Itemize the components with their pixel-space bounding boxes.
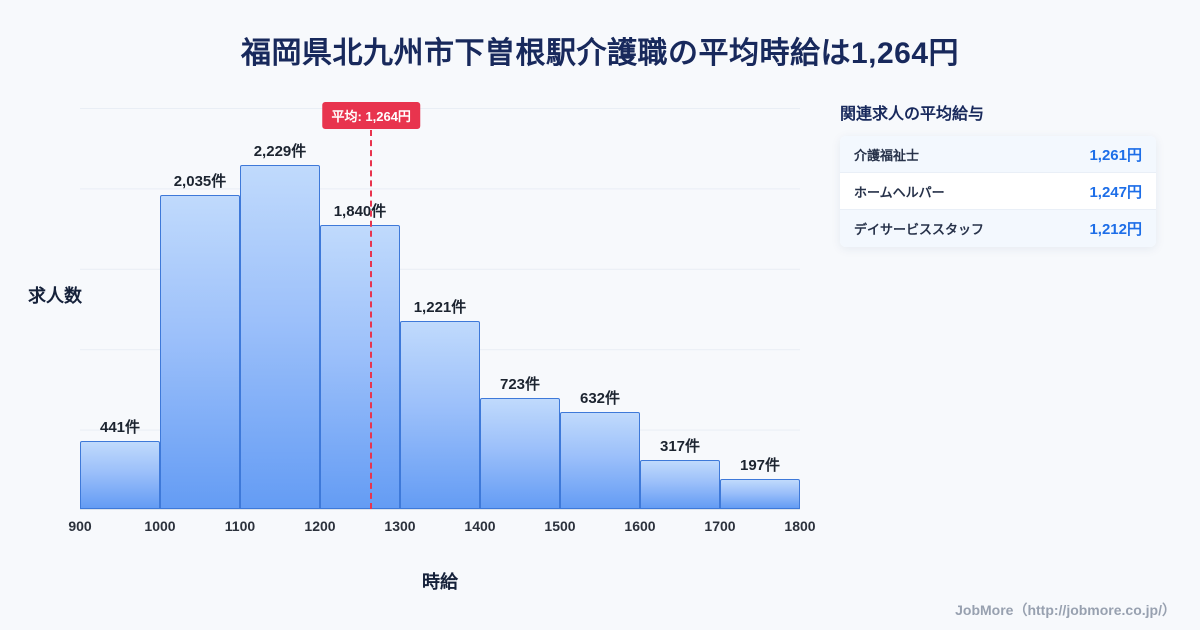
histogram-slot: 317件 (640, 108, 720, 509)
salary-value: 1,247円 (1089, 183, 1142, 201)
histogram-slot: 723件 (480, 108, 560, 509)
histogram-slot: 441件 (80, 108, 160, 509)
job-title-label: ホームヘルパー (854, 184, 945, 200)
x-tick-label: 900 (68, 518, 92, 534)
x-tick-label: 1600 (624, 518, 656, 534)
bar-value-label: 2,035件 (173, 173, 227, 191)
page-title: 福岡県北九州市下曽根駅介護職の平均時給は1,264円 (240, 37, 960, 70)
bar-value-label: 723件 (499, 375, 541, 393)
histogram-plot: 441件 2,035件 2,229件 1,840件 1,221件 723件 632件 317件… (68, 102, 816, 534)
histogram-bars: 441件 2,035件 2,229件 1,840件 1,221件 723件 632件 317件… (80, 108, 800, 509)
salary-row: 介護福祉士 1,261円 (840, 136, 1156, 173)
histogram-bar (560, 411, 640, 509)
x-tick-label: 1700 (704, 518, 736, 534)
site-credit: JobMore（http://jobmore.co.jp/） (955, 602, 1176, 618)
x-axis-label: 時給 (422, 572, 458, 592)
bar-value-label: 317件 (659, 438, 701, 456)
bar-value-label: 2,229件 (253, 143, 307, 161)
related-salary-heading: 関連求人の平均給与 (840, 106, 985, 123)
histogram-bar (640, 460, 720, 509)
salary-value: 1,261円 (1089, 146, 1142, 164)
histogram-slot: 1,840件 (320, 108, 400, 509)
histogram-bar (80, 440, 160, 509)
histogram-bar (400, 320, 480, 509)
x-tick-label: 1400 (464, 518, 496, 534)
average-line (370, 130, 373, 509)
bar-value-label: 1,221件 (413, 298, 467, 316)
histogram-slot: 632件 (560, 108, 640, 509)
related-salary-card: 介護福祉士 1,261円ホームヘルパー 1,247円デイサービススタッフ 1,212円 (840, 136, 1156, 247)
histogram-bar (480, 397, 560, 509)
histogram-bar (720, 478, 800, 509)
salary-row: ホームヘルパー 1,247円 (840, 173, 1156, 210)
x-tick-label: 1300 (384, 518, 416, 534)
salary-value: 1,212円 (1089, 221, 1142, 238)
histogram-slot: 2,035件 (160, 108, 240, 509)
average-badge: 平均: 1,264円 (322, 102, 420, 129)
bar-value-label: 632件 (579, 389, 621, 407)
histogram-bar (320, 225, 400, 509)
job-title-label: デイサービススタッフ (854, 222, 985, 237)
histogram-slot: 2,229件 (240, 108, 320, 509)
bar-value-label: 1,840件 (333, 203, 387, 221)
x-tick-label: 1500 (544, 518, 576, 534)
y-axis-label: 求人数 (28, 286, 82, 306)
bar-value-label: 197件 (739, 456, 781, 474)
x-tick-label: 1000 (144, 518, 176, 534)
x-tick-label: 1800 (784, 518, 816, 534)
x-tick-label: 1200 (304, 518, 336, 534)
histogram-bar (240, 165, 320, 509)
x-tick-label: 1100 (224, 518, 256, 534)
job-title-label: 介護福祉士 (854, 147, 920, 163)
histogram-slot: 197件 (720, 108, 800, 509)
histogram-slot: 1,221件 (400, 108, 480, 509)
bar-value-label: 441件 (99, 418, 141, 436)
histogram-bar (160, 195, 240, 509)
salary-row: デイサービススタッフ 1,212円 (840, 210, 1156, 247)
